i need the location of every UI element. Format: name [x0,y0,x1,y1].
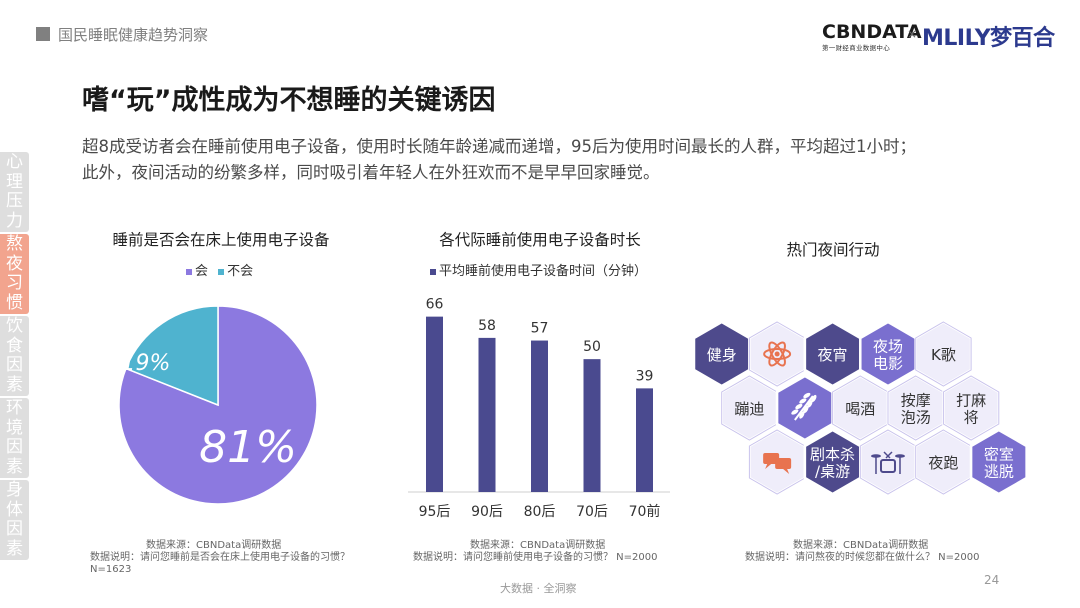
bar-category-label-4: 70前 [629,503,661,520]
legend-swatch-no [218,268,225,275]
hex-label-7-0: 喝酒 [845,400,875,418]
bar-category-label-1: 90后 [471,504,503,520]
bar-note: 数据说明：请问您睡前使用电子设备的习惯？ N=2000 [413,552,658,563]
hex-label-14-1: 逃脱 [984,463,1014,481]
hex-cell-6 [775,374,834,442]
hex-label-5-0: 蹦迪 [734,400,764,418]
hex-chart-title: 热门夜间行动 [786,241,880,259]
hex-label-9-1: 将 [964,409,979,427]
side-tabs: 心理压力 熬夜习惯 饮食因素 环境因素 身体因素 [0,152,29,562]
cbndata-logo-text: CBNDATA [822,21,922,43]
bar-category-label-3: 70后 [576,504,608,520]
hex-cell-1 [748,320,807,388]
pie-chart-title: 睡前是否会在床上使用电子设备 [112,231,330,249]
hex-cell-11: 剧本杀/桌游 [803,428,862,496]
cbndata-logo-subtitle: 第一财经商业数据中心 [822,44,890,52]
hex-cell-5: 蹦迪 [720,374,779,442]
legend-label-yes: 会 [195,264,209,279]
hex-label-4-0: K歌 [931,346,956,364]
hex-cell-0: 健身 [692,320,751,388]
hex-label-9-0: 打麻 [956,392,986,410]
hex-source: 数据来源：CBNData调研数据 [793,540,929,551]
pie-note: 数据说明：请问您睡前是否会在床上使用电子设备的习惯？ N=1623 [90,552,350,575]
hex-cell-12 [859,428,917,496]
bar-value-label-3: 50 [583,339,601,355]
bar-value-label-1: 58 [478,318,496,334]
hex-cell-10 [748,428,807,496]
hex-note: 数据说明：请问熬夜的时候您都在做什么？ N=2000 [745,552,980,563]
hex-cell-2: 夜宵 [803,320,862,388]
logo-separator: × [907,27,918,41]
hex-cell-9: 打麻将 [942,374,1001,442]
side-tab-0[interactable]: 心理压力 [0,152,29,232]
chat-icon [763,453,792,474]
pie-legend: 会 不会 [186,260,253,279]
wheat-icon [791,392,817,421]
bar-chart-title: 各代际睡前使用电子设备时长 [439,231,641,249]
bar-3 [583,359,601,492]
bar-2 [531,340,548,492]
bar-source: 数据来源：CBNData调研数据 [470,540,606,551]
page-description: 超8成受访者会在睡前使用电子设备，使用时长随年龄递减而递增，95后为使用时间最长… [82,134,1022,186]
page-title: 嗜“玩”成性成为不想睡的关键诱因 [82,85,496,116]
hex-label-14-0: 密室 [984,446,1014,464]
hex-label-11-0: 剧本杀 [810,446,855,464]
description-line-1: 超8成受访者会在睡前使用电子设备，使用时长随年龄递减而递增，95后为使用时间最长… [82,137,916,156]
hex-label-3-0: 夜场 [873,338,903,356]
hex-cell-7: 喝酒 [831,374,890,442]
header-square [36,27,50,41]
bar-0 [426,316,443,492]
page-number: 24 [984,573,1000,587]
pie-source: 数据来源：CBNData调研数据 [146,540,282,551]
bar-chart: 66 95后 58 90后 57 80后 50 70后 39 70前 [408,297,670,520]
hex-label-8-1: 泡汤 [901,409,931,427]
pie-slice-1 [124,305,219,407]
hex-label-8-0: 按摩 [901,392,931,410]
bar-legend-swatch [430,268,436,275]
bar-legend: 平均睡前使用电子设备时间（分钟） [430,260,647,279]
side-tab-2[interactable]: 饮食因素 [0,316,29,396]
bar-legend-label: 平均睡前使用电子设备时间（分钟） [439,264,648,279]
bar-4 [636,388,653,492]
cbndata-logo: CBNDATA 第一财经商业数据中心 [822,22,922,52]
pie-chart: 81% 19% [118,305,318,505]
side-tab-4[interactable]: 身体因素 [0,480,29,560]
atom-icon [763,341,792,367]
legend-label-no: 不会 [227,264,254,279]
footer-tag: 大数据 · 全洞察 [500,582,577,595]
legend-swatch-yes [186,268,192,275]
bar-category-label-0: 95后 [419,504,451,520]
description-line-2: 此外，夜间活动的纷繁多样，同时吸引着年轻人在外狂欢而不是早早回家睡觉。 [82,163,660,182]
bar-category-label-2: 80后 [524,504,556,520]
bar-value-label-2: 57 [531,321,549,337]
bar-1 [478,337,496,492]
mlily-logo: MLILY梦百合 [922,26,1055,51]
hex-label-0-0: 健身 [707,346,737,364]
pie-data-label-0: 81% [199,422,297,473]
hex-label-11-1: /桌游 [815,463,850,481]
bar-value-label-0: 66 [426,297,444,313]
hex-label-2-0: 夜宵 [818,346,848,364]
bar-value-label-4: 39 [636,368,654,384]
side-tab-1[interactable]: 熬夜习惯 [0,234,29,314]
section-title: 国民睡眠健康趋势洞察 [58,26,209,44]
hex-cell-13: 夜跑 [914,428,973,496]
hex-label-3-1: 电影 [873,355,903,373]
hex-label-13-0: 夜跑 [928,454,958,472]
side-tab-3[interactable]: 环境因素 [0,398,29,478]
hex-cell-4: K歌 [914,320,973,388]
drum-icon [870,451,905,474]
pie-data-label-1: 19% [122,351,171,376]
